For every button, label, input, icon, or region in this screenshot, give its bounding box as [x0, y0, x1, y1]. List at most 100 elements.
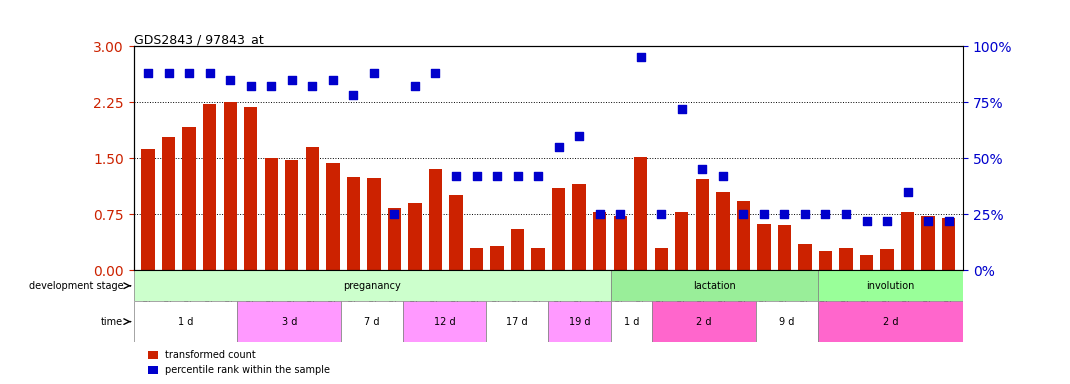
Bar	[819, 252, 832, 270]
Point	[139, 70, 156, 76]
Point	[693, 166, 710, 172]
Bar	[552, 188, 565, 270]
Text: GDS2843 / 97843_at: GDS2843 / 97843_at	[134, 33, 263, 46]
Point	[427, 70, 444, 76]
Bar	[696, 179, 709, 270]
Point	[284, 76, 301, 83]
Point	[838, 211, 855, 217]
Bar	[490, 246, 504, 270]
Point	[242, 83, 259, 89]
Point	[489, 173, 506, 179]
Bar	[635, 157, 647, 270]
Point	[755, 211, 773, 217]
Point	[407, 83, 424, 89]
FancyBboxPatch shape	[652, 301, 755, 342]
Point	[591, 211, 608, 217]
Point	[878, 218, 896, 224]
Point	[632, 54, 649, 60]
Text: 3 d: 3 d	[281, 316, 296, 327]
Text: 7 d: 7 d	[365, 316, 380, 327]
Text: 12 d: 12 d	[434, 316, 456, 327]
Bar	[244, 107, 258, 270]
Bar	[162, 137, 175, 270]
Bar	[183, 127, 196, 270]
Bar	[387, 208, 401, 270]
Point	[201, 70, 218, 76]
Bar	[860, 255, 873, 270]
Point	[776, 211, 793, 217]
Bar	[655, 248, 668, 270]
Bar	[285, 161, 299, 270]
Point	[858, 218, 875, 224]
FancyBboxPatch shape	[403, 301, 486, 342]
Bar	[326, 163, 339, 270]
FancyBboxPatch shape	[755, 301, 817, 342]
Bar	[367, 178, 381, 270]
Point	[160, 70, 178, 76]
FancyBboxPatch shape	[341, 301, 403, 342]
Text: preganancy: preganancy	[343, 281, 401, 291]
Bar	[675, 212, 688, 270]
Bar	[839, 248, 853, 270]
Legend: transformed count, percentile rank within the sample: transformed count, percentile rank withi…	[144, 346, 334, 379]
FancyBboxPatch shape	[134, 301, 238, 342]
Point	[386, 211, 403, 217]
FancyBboxPatch shape	[817, 301, 963, 342]
Point	[324, 76, 341, 83]
Point	[941, 218, 958, 224]
Bar	[470, 248, 484, 270]
Point	[345, 92, 362, 98]
Point	[509, 173, 526, 179]
Point	[304, 83, 321, 89]
FancyBboxPatch shape	[611, 301, 652, 342]
Bar	[141, 149, 155, 270]
Bar	[921, 216, 935, 270]
Bar	[901, 212, 914, 270]
Point	[612, 211, 629, 217]
Point	[899, 189, 916, 195]
FancyBboxPatch shape	[134, 270, 611, 301]
Point	[365, 70, 382, 76]
Bar	[510, 229, 524, 270]
FancyBboxPatch shape	[486, 301, 549, 342]
Text: 2 d: 2 d	[883, 316, 898, 327]
Text: 1 d: 1 d	[178, 316, 194, 327]
FancyBboxPatch shape	[549, 301, 611, 342]
Bar	[737, 201, 750, 270]
Text: 1 d: 1 d	[624, 316, 639, 327]
Point	[570, 132, 587, 139]
Bar	[881, 249, 893, 270]
Point	[919, 218, 936, 224]
Bar	[758, 224, 770, 270]
Bar	[942, 218, 956, 270]
Text: involution: involution	[867, 281, 915, 291]
Point	[673, 106, 690, 112]
Point	[530, 173, 547, 179]
Point	[263, 83, 280, 89]
Text: time: time	[102, 316, 123, 327]
FancyBboxPatch shape	[611, 270, 817, 301]
Bar	[613, 216, 627, 270]
Text: lactation: lactation	[693, 281, 735, 291]
Point	[735, 211, 752, 217]
Bar	[306, 147, 319, 270]
Bar	[798, 244, 812, 270]
Point	[550, 144, 567, 150]
Bar	[347, 177, 360, 270]
Bar	[449, 195, 462, 270]
Bar	[572, 184, 586, 270]
Point	[447, 173, 464, 179]
Point	[715, 173, 732, 179]
Bar	[409, 203, 422, 270]
Text: 2 d: 2 d	[697, 316, 712, 327]
Point	[816, 211, 834, 217]
Bar	[264, 158, 278, 270]
Bar	[716, 192, 730, 270]
Point	[221, 76, 239, 83]
Bar	[778, 225, 791, 270]
Point	[468, 173, 485, 179]
Text: 17 d: 17 d	[506, 316, 529, 327]
Point	[653, 211, 670, 217]
Text: 19 d: 19 d	[569, 316, 591, 327]
Bar	[593, 212, 607, 270]
